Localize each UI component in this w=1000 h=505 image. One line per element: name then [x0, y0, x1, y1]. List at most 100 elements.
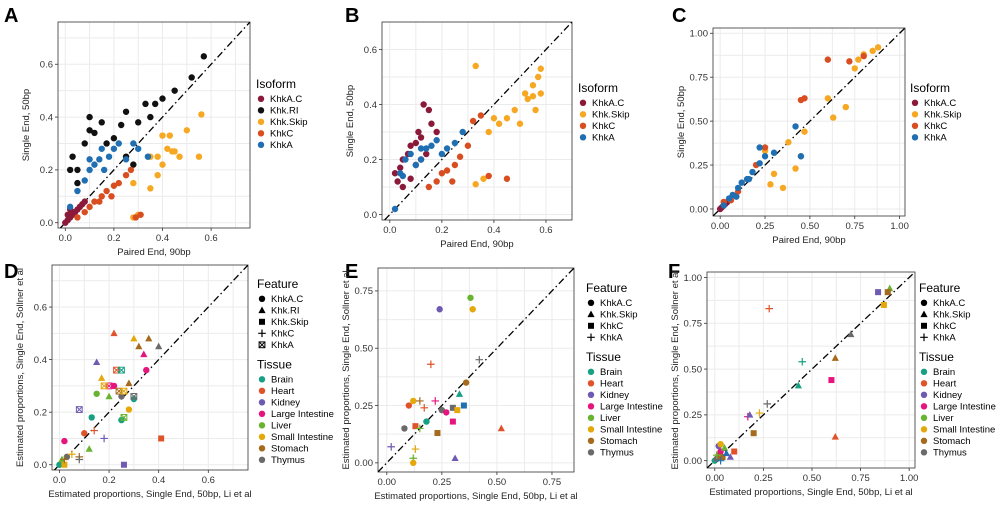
y-tick-label: 0.00	[684, 456, 703, 467]
legend-title: Isoform	[910, 81, 950, 95]
legend-key-kidney	[258, 399, 266, 406]
point	[145, 334, 153, 342]
legend-title: Tissue	[919, 350, 954, 364]
point-khk-ri	[81, 140, 88, 147]
legend-key-brain	[258, 376, 266, 383]
legend-title: Feature	[257, 277, 299, 291]
y-axis-label: Single End, 50bp	[345, 85, 356, 157]
y-tick-label: 0.2	[364, 155, 377, 166]
point-khkc	[801, 95, 808, 102]
point-khka	[86, 156, 93, 163]
legend-title: Isoform	[256, 77, 296, 91]
legend-key-khka	[257, 141, 265, 148]
x-tick-label: 0.4	[156, 233, 169, 244]
plot-frame	[381, 21, 573, 221]
grid	[707, 272, 915, 468]
x-tick-label: 0.00	[378, 477, 397, 488]
point-khka	[734, 184, 742, 192]
point-khka	[407, 150, 414, 158]
point	[100, 382, 108, 390]
point-khk-skip	[521, 90, 529, 97]
panel-b: B 0.0 0.2 0.4 0.6 0.0 0.2 0.4 0.6 Paired End, 90b…	[345, 5, 630, 250]
point	[63, 453, 71, 461]
point-khka	[74, 187, 81, 195]
legend-key-stomach	[587, 437, 595, 444]
legend-label-khkc: KhkC	[924, 121, 947, 132]
point-khka	[423, 145, 430, 152]
point	[120, 387, 128, 395]
legend-key-khkc	[257, 130, 265, 137]
point-khka	[100, 166, 108, 174]
legend-key-heart	[258, 387, 266, 394]
y-tick-label: 0.25	[355, 401, 374, 412]
legend-key-large-intestine	[587, 403, 595, 410]
point-khk-ri	[69, 153, 76, 160]
legend-title: Feature	[586, 281, 628, 295]
legend-key-small-intestine	[587, 426, 595, 433]
point-khka	[443, 145, 451, 152]
point-khkc	[425, 183, 433, 191]
point-khka	[402, 156, 409, 163]
y-tick-label: 0.0	[34, 460, 47, 471]
y-tick-label: 0.2	[34, 407, 47, 418]
point-khkc	[127, 166, 135, 174]
y-tick-label: 0.75	[684, 319, 703, 330]
legend-label-thymus: Thymus	[271, 455, 305, 466]
y-tick-label: 1.00	[690, 29, 709, 40]
legend-key-kidney	[587, 391, 595, 398]
point	[497, 424, 505, 432]
legend-label-khka: KhkA	[271, 340, 294, 351]
panel-f: F 0.00 0.25 0.50 0.75 1.00 0.00 0.25 0.50 0.75 1.0…	[668, 261, 996, 498]
identity-line	[54, 265, 248, 470]
point	[411, 445, 420, 453]
point	[449, 418, 456, 425]
x-tick-label: 0.4	[152, 475, 165, 486]
point-khka	[756, 144, 763, 151]
legend-title: Tissue	[257, 358, 292, 372]
point-khkc	[761, 144, 769, 151]
legend-label-liver: Liver	[933, 413, 954, 424]
panel-label: E	[345, 261, 358, 283]
legend-key-khk-ri	[258, 306, 266, 314]
identity-line	[707, 272, 915, 468]
point-khkc	[86, 203, 93, 211]
point-khk-skip	[537, 90, 544, 97]
point-khk-skip	[532, 106, 539, 114]
point-khka	[66, 203, 74, 211]
point-khk-skip	[851, 65, 858, 72]
point-khk-skip	[537, 65, 544, 72]
legend-key-khk-skip	[257, 118, 265, 126]
legend-key-khkc	[911, 122, 919, 129]
legend-key-heart	[920, 380, 928, 387]
y-axis-label: Estimated proportions, Single End, Solln…	[15, 268, 26, 467]
point	[722, 449, 731, 457]
y-tick-label: 0.0	[40, 218, 53, 229]
legend-key-khka	[920, 333, 928, 342]
x-tick-label: 0.50	[488, 477, 507, 488]
point	[449, 404, 456, 411]
legend-key-small-intestine	[920, 426, 928, 433]
point-khk-ri	[130, 161, 137, 168]
point-khk-skip	[801, 128, 808, 135]
x-axis-label: Estimated proportions, Single End, 50bp,…	[48, 489, 251, 500]
point	[875, 289, 882, 296]
point	[443, 409, 450, 416]
point	[401, 425, 408, 432]
legend-title: Tissue	[586, 350, 621, 364]
x-tick-label: 0.2	[435, 225, 448, 236]
point-khk-skip	[534, 73, 542, 81]
point-khk-skip	[767, 181, 774, 188]
legend-key-liver	[920, 414, 928, 421]
legend-label-khk-skip: Khk.Skip	[270, 117, 308, 128]
legend-label-khkc: KhkC	[592, 121, 615, 132]
point	[410, 397, 417, 405]
identity-line	[378, 268, 574, 472]
x-tick-label: 0.75	[846, 221, 865, 232]
point	[416, 397, 424, 405]
point	[454, 407, 461, 414]
grid	[713, 28, 905, 216]
